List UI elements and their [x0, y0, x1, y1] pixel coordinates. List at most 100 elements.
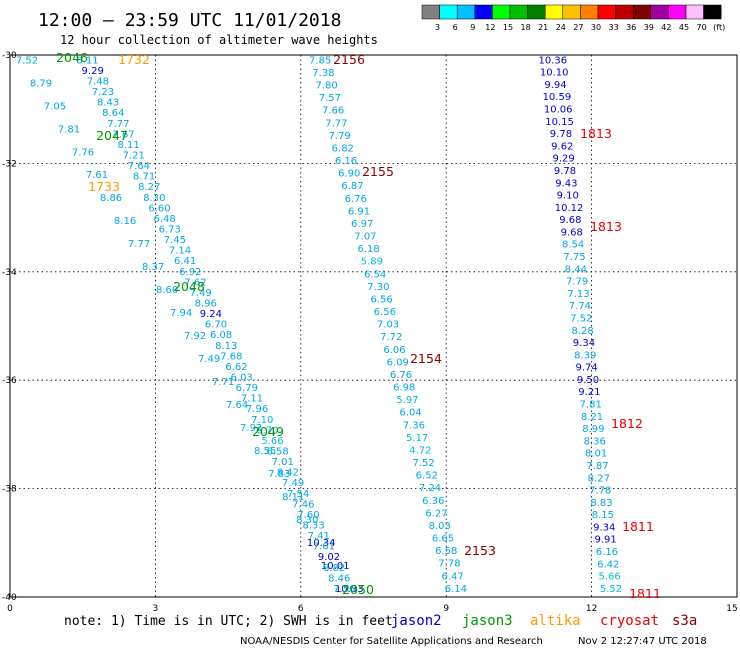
wave-height-value: 8.79: [30, 78, 52, 89]
wave-height-value: 9.91: [594, 535, 616, 546]
pass-time-label: 2155: [362, 164, 394, 179]
wave-height-value: 8.01: [585, 449, 607, 460]
y-tick-label: -38: [2, 485, 17, 495]
pass-time-label: 2154: [410, 351, 442, 366]
track-D: 10.3610.109.9410.5910.0610.159.789.629.2…: [539, 55, 623, 595]
wave-height-value: 5.52: [600, 584, 622, 595]
wave-height-value: 8.60: [156, 285, 178, 296]
wave-height-value: 7.92: [240, 423, 262, 434]
wave-height-value: 6.56: [370, 294, 392, 305]
wave-height-value: 6.41: [174, 256, 196, 267]
units-note: note: 1) Time is in UTC; 2) SWH is in fe…: [64, 614, 393, 629]
wave-height-value: 8.28: [571, 326, 593, 337]
colorbar-label: 70: [697, 23, 707, 32]
wave-height-value: 7.79: [328, 131, 350, 142]
wave-height-value: 8.30: [143, 193, 165, 204]
wave-height-value: 6.58: [267, 446, 289, 457]
colorbar-label: (ft): [713, 23, 725, 32]
wave-height-value: 6.09: [387, 357, 409, 368]
wave-height-value: 7.38: [312, 68, 334, 79]
wave-height-value: 6.48: [153, 214, 175, 225]
wave-height-value: 7.24: [419, 483, 441, 494]
colorbar-swatch: [703, 4, 722, 20]
y-axis-ticks: -30 -32 -34 -36 -38 -40: [2, 51, 17, 603]
wave-height-value: 9.78: [554, 166, 576, 177]
pass-time-label: 1813: [580, 126, 612, 141]
wave-height-value: 7.76: [72, 147, 94, 158]
wave-height-value: 7.60: [297, 510, 319, 521]
wave-height-value: 7.52: [412, 458, 434, 469]
wave-height-value: 6.60: [148, 203, 170, 214]
wave-height-value: 8.36: [584, 436, 606, 447]
wave-height-value: 6.42: [597, 559, 619, 570]
wave-height-value: 8.11: [118, 140, 140, 151]
wave-height-value: 5.89: [361, 257, 383, 268]
colorbar-swatch: [632, 4, 652, 20]
wave-height-value: 8.39: [574, 350, 596, 361]
wave-height-value: 9.68: [559, 215, 581, 226]
data-tracks: 7.52 8.79 7.05 7.81 7.76 7.61 8.86 8.16 7.77 8.37…: [16, 55, 622, 595]
wave-height-value: 8.27: [138, 182, 160, 193]
y-tick-label: -32: [2, 159, 17, 169]
wave-height-value: 9.62: [551, 141, 573, 152]
colorbar-label: 15: [503, 23, 513, 32]
wave-height-value: 9.29: [82, 66, 104, 77]
wave-height-value: 9.10: [557, 191, 579, 202]
wave-height-value: 7.64: [226, 400, 248, 411]
colorbar-swatch: [492, 4, 511, 20]
colorbar-swatch: [615, 4, 634, 20]
wave-height-value: 7.83: [268, 469, 290, 480]
pass-time-label: 2050: [342, 582, 374, 597]
pass-time-label: 2153: [464, 543, 496, 558]
wave-height-value: 7.78: [589, 486, 611, 497]
wave-height-value: 7.79: [566, 277, 588, 288]
colorbar-label: 12: [485, 23, 495, 32]
wave-height-value: 9.94: [544, 80, 566, 91]
y-tick-label: -30: [2, 51, 17, 61]
wave-height-value: 6.87: [341, 181, 363, 192]
wave-height-value: 8.46: [328, 573, 350, 584]
wave-height-value: 7.03: [377, 320, 399, 331]
wave-height-value: 8.99: [582, 424, 604, 435]
wave-height-value: 7.41: [308, 531, 330, 542]
x-tick-label: 6: [298, 604, 304, 614]
wave-height-value: 9.50: [577, 375, 599, 386]
wave-height-value: 7.80: [316, 81, 338, 92]
wave-height-value: 6.16: [596, 547, 618, 558]
wave-height-value: 7.72: [380, 332, 402, 343]
x-axis-ticks: 0 3 6 9 12 15: [7, 604, 738, 614]
wave-height-value: 7.81: [580, 400, 602, 411]
wave-height-value: 7.77: [128, 239, 150, 250]
wave-height-value: 6.52: [416, 471, 438, 482]
wave-height-value: 5.17: [406, 433, 428, 444]
colorbar-swatch: [509, 4, 528, 20]
wave-height-value: 7.61: [313, 542, 335, 553]
pass-time-label: 2047: [96, 128, 128, 143]
x-tick-label: 9: [443, 604, 449, 614]
wave-height-value: 9.74: [576, 363, 598, 374]
wave-height-value: 8.55: [254, 446, 276, 457]
wave-height-value: 7.74: [569, 301, 591, 312]
y-tick-label: -40: [2, 593, 17, 603]
wave-height-value: 6.97: [351, 219, 373, 230]
wave-height-value: 8.11: [76, 55, 98, 66]
wave-height-value: 6.08: [210, 330, 232, 341]
wave-height-value: 8.11: [282, 492, 304, 503]
wave-height-value: 6.65: [432, 534, 454, 545]
wave-height-value: 6.70: [205, 320, 227, 331]
wave-height-value: 7.13: [567, 289, 589, 300]
wave-height-value: 6.36: [422, 496, 444, 507]
wave-height-value: 8.83: [590, 498, 612, 509]
wave-height-value: 7.14: [169, 246, 191, 257]
grid-lines: [10, 55, 737, 597]
wave-height-value: 7.49: [282, 478, 304, 489]
wave-height-value: 7.05: [44, 101, 66, 112]
colorbar-label: 18: [521, 23, 531, 32]
wave-height-value: 8.96: [195, 298, 217, 309]
wave-height-value: 7.45: [164, 235, 186, 246]
wave-height-value: 10.36: [539, 55, 568, 66]
wave-height-value: 6.16: [335, 156, 357, 167]
wave-height-value: 7.11: [241, 394, 263, 405]
wave-height-value: 7.30: [367, 282, 389, 293]
